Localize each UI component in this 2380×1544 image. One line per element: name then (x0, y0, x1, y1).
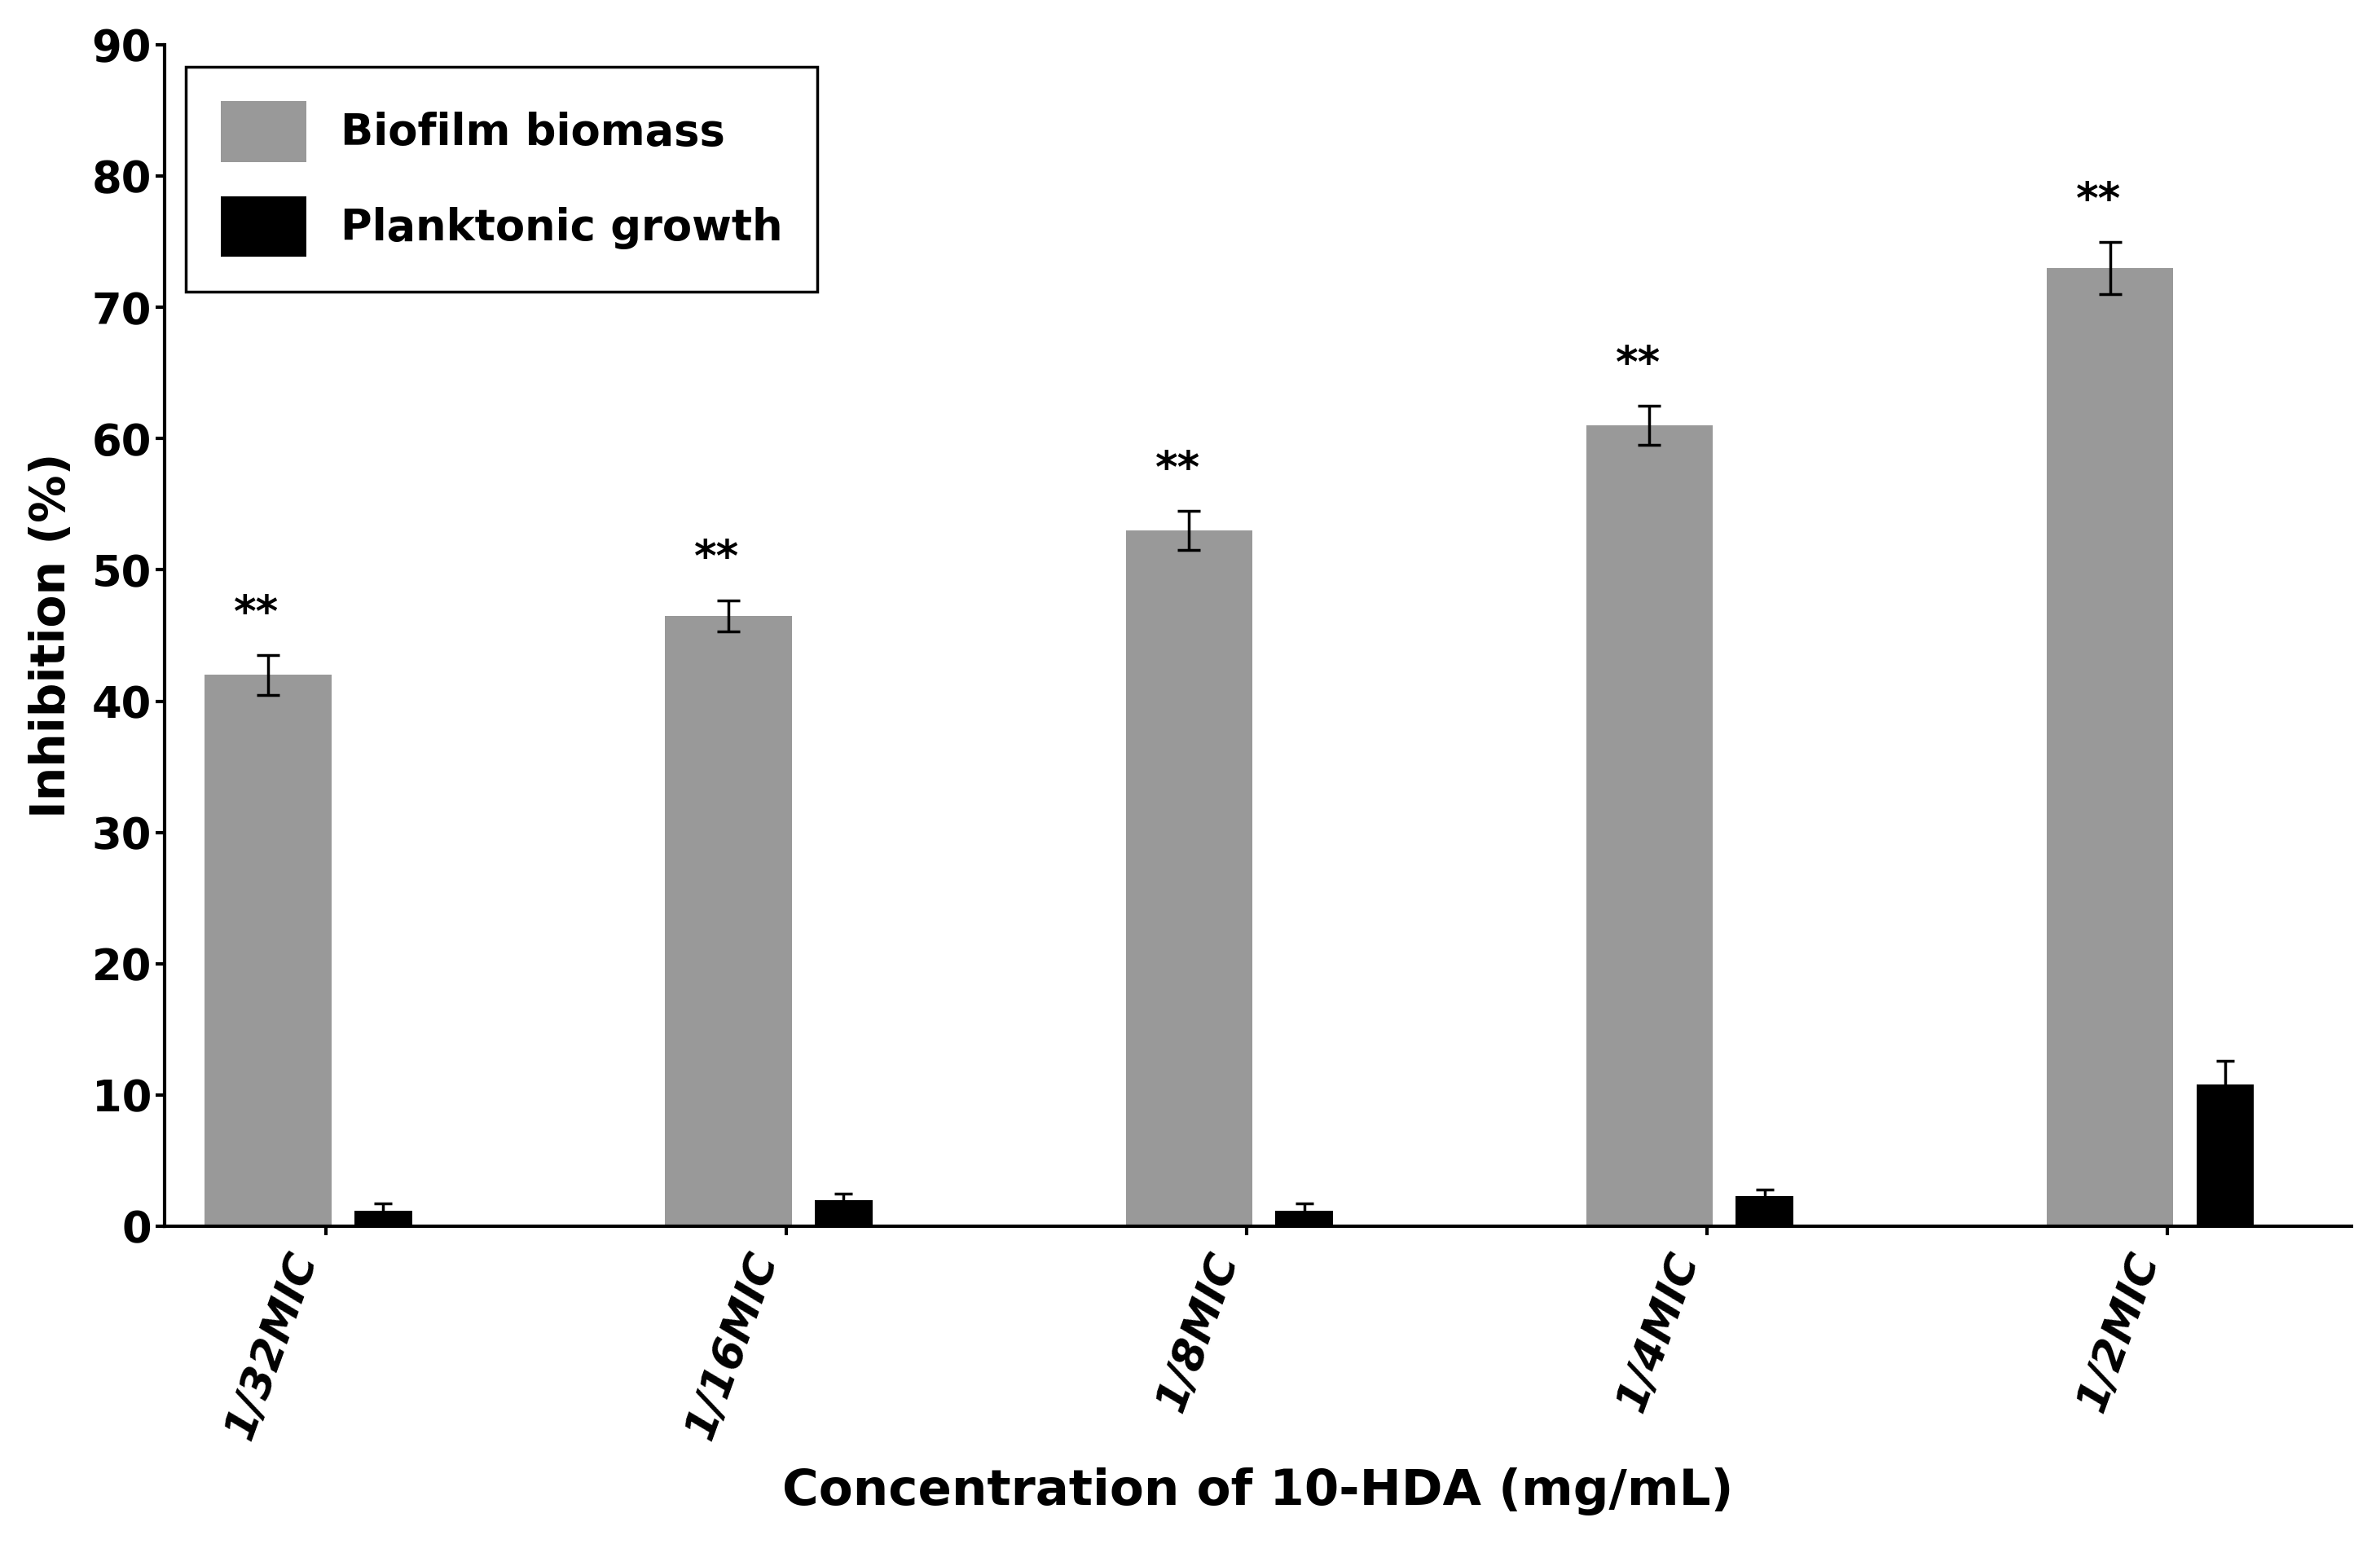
Bar (666, 616, 793, 1226)
Bar (2047, 269, 2173, 1226)
Bar (814, 1200, 873, 1226)
Bar (205, 675, 331, 1226)
Bar (1276, 1210, 1333, 1226)
Bar (2197, 1084, 2254, 1226)
Y-axis label: Inhibition (%): Inhibition (%) (29, 452, 74, 818)
Text: **: ** (233, 593, 278, 636)
X-axis label: Concentration of 10-HDA (mg/mL): Concentration of 10-HDA (mg/mL) (783, 1468, 1733, 1516)
Bar (1126, 531, 1252, 1226)
Text: **: ** (2075, 179, 2121, 222)
Legend: Biofilm biomass, Planktonic growth: Biofilm biomass, Planktonic growth (186, 66, 816, 292)
Bar (355, 1210, 412, 1226)
Bar (1735, 1197, 1795, 1226)
Text: **: ** (1616, 344, 1661, 386)
Bar (1585, 426, 1714, 1226)
Text: **: ** (695, 537, 740, 581)
Text: **: ** (1154, 449, 1200, 491)
